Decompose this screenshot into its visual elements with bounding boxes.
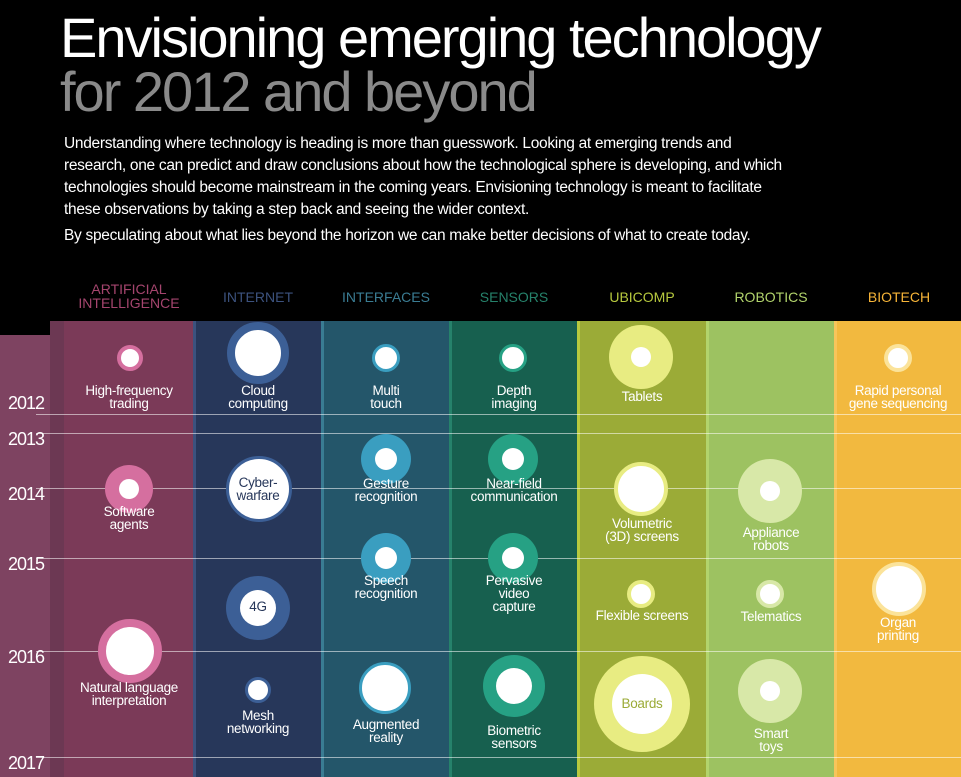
intro-paragraph: Understanding where technology is headin… xyxy=(64,135,782,218)
page-title: Envisioning emerging technology xyxy=(60,6,822,69)
year-line-2017 xyxy=(36,757,961,758)
year-line-2013 xyxy=(36,433,961,434)
tech-node-mesh-networking[interactable] xyxy=(245,677,271,703)
tech-label: Cyber- warfare xyxy=(236,475,280,503)
node-core xyxy=(375,547,397,569)
tech-node-depth-imaging[interactable] xyxy=(499,344,527,372)
node-core xyxy=(631,347,651,367)
column-header-sensors: SENSORS xyxy=(479,289,549,305)
year-label: 2012 xyxy=(8,393,45,413)
year-label: 2013 xyxy=(8,429,45,449)
tech-label: Organ printing xyxy=(877,615,919,643)
column-header-internet: INTERNET xyxy=(223,289,293,305)
column-header-interfaces: INTERFACES xyxy=(342,289,430,305)
year-label: 2017 xyxy=(8,753,45,773)
column-header-robotics: ROBOTICS xyxy=(734,289,808,305)
tech-node-augmented-reality[interactable] xyxy=(359,662,411,714)
year-line-2016 xyxy=(36,651,961,652)
year-line-2014 xyxy=(36,488,961,489)
tech-node-flexible-screens[interactable] xyxy=(627,580,655,608)
tech-node-cloud-computing[interactable] xyxy=(227,322,289,384)
tech-node-software-agents[interactable] xyxy=(105,465,153,513)
tech-label: Smart toys xyxy=(753,726,789,754)
tech-node-boards[interactable] xyxy=(594,656,690,752)
tech-label: Gesture recognition xyxy=(354,476,418,504)
node-core xyxy=(375,448,397,470)
tech-label: Biometric sensors xyxy=(487,723,541,751)
column-header-biotech: BIOTECH xyxy=(867,289,931,305)
column-biotech xyxy=(834,321,961,777)
tech-node-telematics[interactable] xyxy=(756,580,784,608)
page-subtitle: for 2012 and beyond xyxy=(60,60,538,123)
tech-node-natural-language[interactable] xyxy=(98,619,162,683)
tech-label: Flexible screens xyxy=(595,608,689,623)
tech-node-multi-touch[interactable] xyxy=(372,344,400,372)
node-core xyxy=(612,674,672,734)
node-core xyxy=(240,590,276,626)
tech-node-4g[interactable] xyxy=(226,576,290,640)
tech-node-organ-printing[interactable] xyxy=(872,562,926,616)
tech-label: Boards xyxy=(621,696,663,711)
tech-label: Rapid personal gene sequencing xyxy=(848,383,948,411)
tech-node-gesture-recognition[interactable] xyxy=(361,434,411,484)
tech-node-tablets[interactable] xyxy=(609,325,673,389)
tech-label: Software agents xyxy=(103,504,155,532)
column-header-ubicomp: UBICOMP xyxy=(609,289,675,305)
tech-label: Speech recognition xyxy=(354,573,418,601)
year-label: 2016 xyxy=(8,647,45,667)
year-band-shadow xyxy=(50,321,64,777)
year-label: 2015 xyxy=(8,554,45,574)
tech-node-speech-recognition[interactable] xyxy=(361,533,411,583)
year-line-2012 xyxy=(36,414,961,415)
tech-label: 4G xyxy=(249,599,267,614)
tech-node-pervasive-video-capture[interactable] xyxy=(488,533,538,583)
tech-node-smart-toys[interactable] xyxy=(738,659,802,723)
intro-paragraph-2: By speculating about what lies beyond th… xyxy=(64,227,751,244)
tech-node-volumetric-screens[interactable] xyxy=(614,462,668,516)
tech-label: Depth imaging xyxy=(491,383,537,411)
tech-label: Near-field communication xyxy=(470,476,558,504)
tech-label: Pervasive video capture xyxy=(485,573,543,614)
tech-node-near-field-communication[interactable] xyxy=(488,434,538,484)
year-label: 2014 xyxy=(8,484,45,504)
tech-node-gene-sequencing[interactable] xyxy=(884,344,912,372)
tech-node-appliance-robots[interactable] xyxy=(738,459,802,523)
intro-text: Understanding where technology is headin… xyxy=(64,133,784,247)
tech-label: Telematics xyxy=(740,609,802,624)
tech-node-cyber-warfare[interactable] xyxy=(226,456,292,522)
tech-label: Natural language interpretation xyxy=(79,680,179,708)
node-core xyxy=(760,681,780,701)
tech-label: High-frequency trading xyxy=(85,383,173,411)
node-core xyxy=(496,668,532,704)
node-core xyxy=(502,547,524,569)
tech-label: Cloud computing xyxy=(228,383,288,411)
tech-node-high-frequency-trading[interactable] xyxy=(117,345,143,371)
node-core xyxy=(760,481,780,501)
column-ai xyxy=(64,321,193,777)
tech-label: Mesh networking xyxy=(226,708,290,736)
column-header-ai: ARTIFICIAL INTELLIGENCE xyxy=(78,281,180,311)
tech-label: Augmented reality xyxy=(352,717,420,745)
tech-node-biometric-sensors[interactable] xyxy=(483,655,545,717)
tech-label: Appliance robots xyxy=(742,525,800,553)
node-core xyxy=(119,479,139,499)
tech-label: Tablets xyxy=(621,389,663,404)
node-core xyxy=(502,448,524,470)
tech-label: Multi touch xyxy=(370,383,402,411)
tech-label: Volumetric (3D) screens xyxy=(605,516,679,544)
